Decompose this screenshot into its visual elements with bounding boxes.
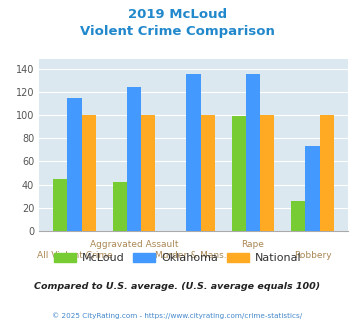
Legend: McLoud, Oklahoma, National: McLoud, Oklahoma, National (49, 248, 306, 268)
Bar (67, 98, 82, 231)
Text: Robbery: Robbery (294, 251, 331, 260)
Bar (113, 182, 127, 231)
Text: Aggravated Assault: Aggravated Assault (90, 241, 178, 249)
Bar (53, 179, 67, 231)
Text: Murder & Mans...: Murder & Mans... (155, 251, 232, 260)
Bar (320, 115, 334, 231)
Text: Rape: Rape (241, 241, 264, 249)
Bar (246, 75, 260, 231)
Bar (127, 87, 141, 231)
Text: 2019 McLoud: 2019 McLoud (128, 8, 227, 21)
Text: © 2025 CityRating.com - https://www.cityrating.com/crime-statistics/: © 2025 CityRating.com - https://www.city… (53, 312, 302, 318)
Bar (305, 147, 320, 231)
Bar (260, 115, 274, 231)
Bar (141, 115, 155, 231)
Text: Compared to U.S. average. (U.S. average equals 100): Compared to U.S. average. (U.S. average … (34, 282, 321, 291)
Text: Violent Crime Comparison: Violent Crime Comparison (80, 25, 275, 38)
Bar (82, 115, 96, 231)
Bar (201, 115, 215, 231)
Text: All Violent Crime: All Violent Crime (37, 251, 113, 260)
Bar (186, 75, 201, 231)
Bar (231, 116, 246, 231)
Bar (291, 201, 305, 231)
